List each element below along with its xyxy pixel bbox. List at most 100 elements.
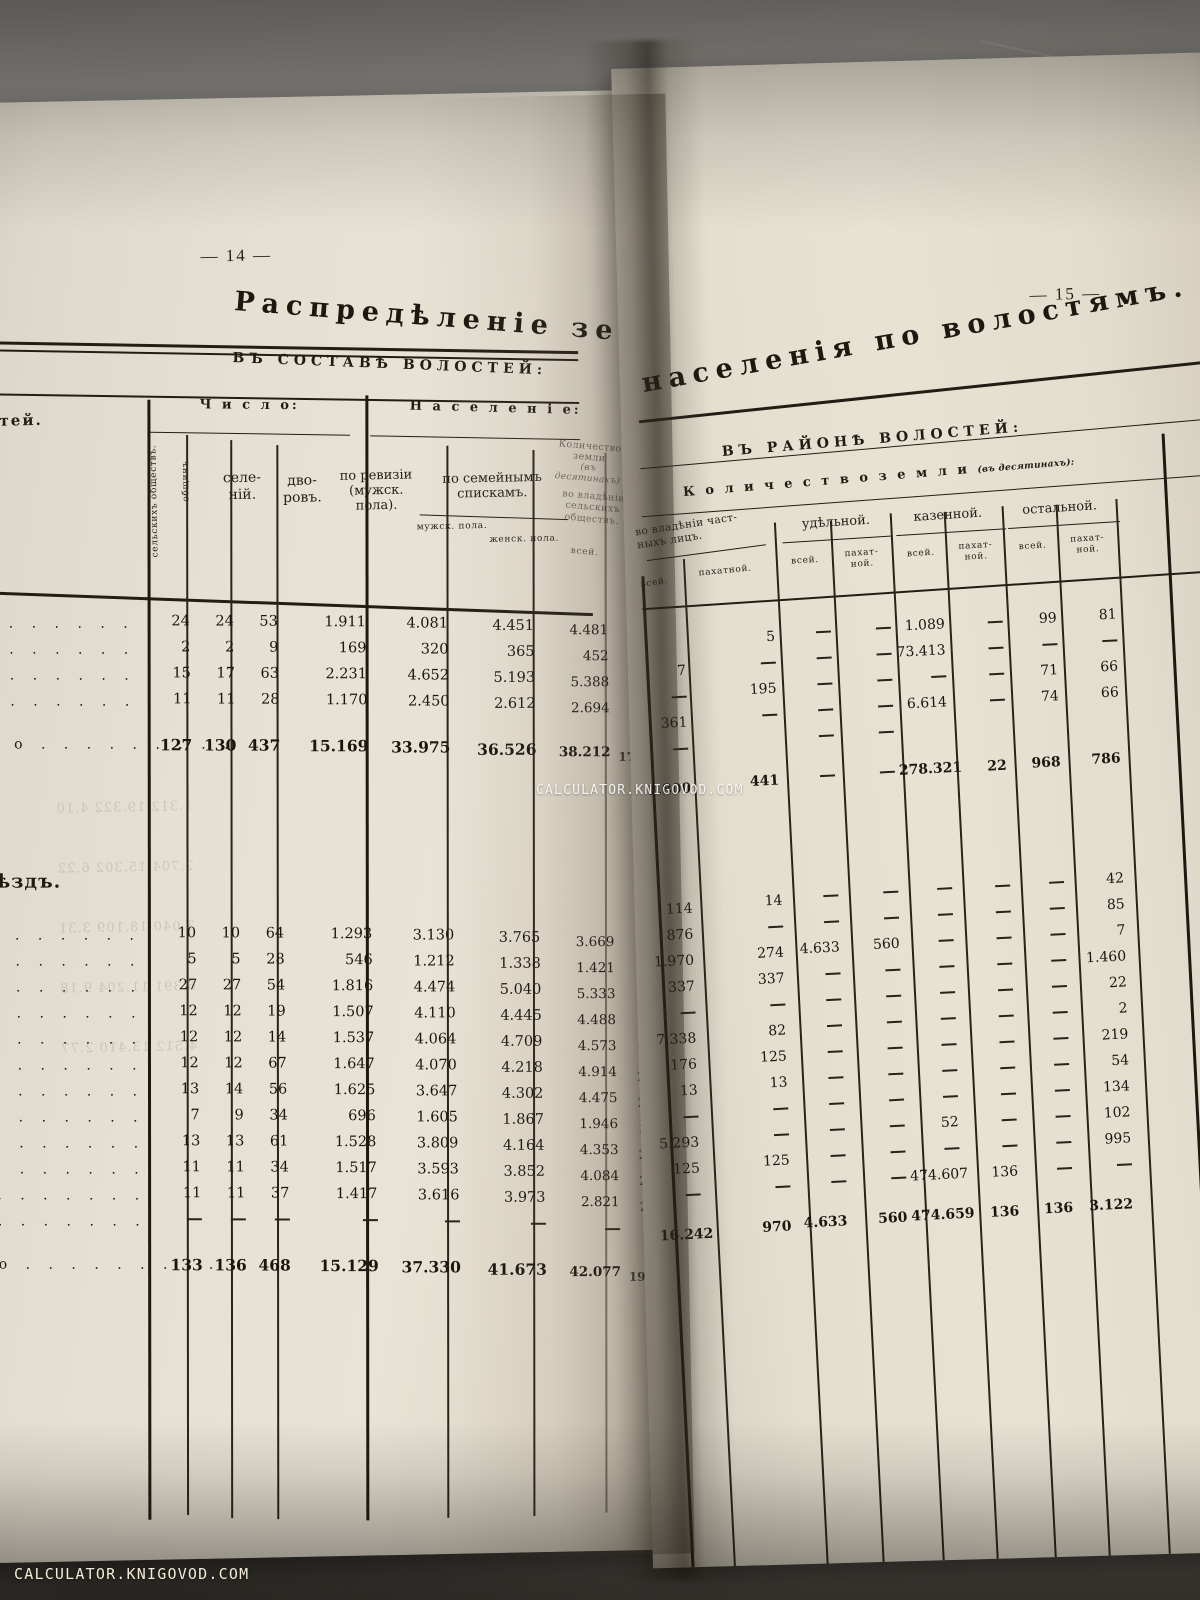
- header-bottom-rule: [0, 591, 593, 617]
- cell-ud_vsej: [784, 727, 835, 746]
- cell-os_vsej: [1019, 1056, 1070, 1075]
- right-book-page: — 15 — населенія по волостямъ. ВЪ РАЙОНѢ…: [611, 51, 1200, 1569]
- empty-dash: [1052, 1011, 1068, 1014]
- kolichestvo-zemli-units: (въ десятинахъ):: [977, 457, 1075, 476]
- cell-obschin: 27: [222, 977, 242, 994]
- row-stub-label: . . . . . . .: [0, 1081, 144, 1099]
- cell-selsk_obsch: 12: [179, 1029, 199, 1046]
- empty-dash: [938, 939, 954, 942]
- cell-muzh_pola: 2.612: [494, 695, 536, 712]
- cell-ud_vsej: [796, 1173, 847, 1192]
- cell-selenij: 9: [269, 639, 279, 656]
- cell-po_revizii: 3.130: [412, 927, 455, 944]
- ownergroup-sub-rule-ost: [1008, 521, 1120, 530]
- empty-dash: [823, 894, 839, 898]
- cell-selenij: 53: [259, 613, 278, 630]
- cell-ud_vsej: [791, 991, 842, 1010]
- empty-dash: [887, 1046, 903, 1050]
- cell-selsk_obsch: 7: [190, 1107, 200, 1124]
- cell-ch_vsej: 337: [667, 978, 696, 996]
- cell-selsk_obsch: 12: [180, 1055, 199, 1072]
- cell-ud_pah: [848, 1040, 903, 1059]
- row-stub-label: . . . . . . .: [0, 1159, 146, 1177]
- empty-dash: [997, 962, 1013, 966]
- cell-selsk_obsch: 133: [170, 1255, 203, 1275]
- cell-os_pah: 219: [1101, 1026, 1129, 1044]
- row-stub-label: . . . . . . .: [0, 925, 141, 943]
- cell-os_pah: 66: [1100, 684, 1120, 702]
- cell-zhensk_pola: 38.212: [558, 744, 611, 761]
- cell-kz_pah: [961, 1007, 1014, 1026]
- cell-ch_vsej: 114: [665, 900, 694, 918]
- cell-selsk_obsch: 11: [182, 1159, 201, 1176]
- cell-kz_vsej: [904, 958, 955, 977]
- cell-os_vsej: [1020, 1082, 1071, 1101]
- cell-selenij: 437: [247, 735, 281, 755]
- cell-po_revizii: 4.070: [415, 1057, 457, 1074]
- cell-ud_pah: [837, 646, 892, 665]
- cell-kz_pah: [958, 878, 1011, 897]
- cell-muzh_pola: 36.526: [477, 739, 537, 759]
- cell-dvorov: 1.647: [333, 1056, 375, 1073]
- cell-selenij: 19: [267, 1003, 286, 1020]
- cell-ch_vsej: [658, 1186, 701, 1204]
- empty-dash: [768, 925, 784, 929]
- watermark-corner: CALCULATOR.KNIGOVOD.COM: [14, 1565, 250, 1583]
- empty-dash: [1049, 907, 1065, 910]
- cell-os_vsej: [1020, 1108, 1071, 1127]
- empty-dash: [989, 672, 1005, 676]
- cell-zhensk_pola: 4.353: [579, 1142, 619, 1159]
- leader-dots: . . . . . . .: [0, 979, 143, 996]
- cell-po_revizii: 37.330: [401, 1257, 461, 1277]
- cell-muzh_pola: [468, 1216, 547, 1232]
- cell-dvorov: 696: [348, 1108, 376, 1125]
- cell-zhensk_pola: 5.388: [570, 674, 610, 691]
- leader-dots: . . . . . . .: [0, 1109, 145, 1126]
- empty-dash: [1051, 959, 1067, 962]
- cell-ch_vsej: [653, 1004, 696, 1022]
- empty-dash: [773, 1107, 789, 1111]
- cell-selenij: 28: [266, 951, 285, 968]
- cell-ch_pah: 125: [762, 1152, 791, 1170]
- empty-dash: [683, 1115, 699, 1119]
- cell-zhensk_pola: 4.084: [580, 1168, 620, 1185]
- cell-po_revizii: [388, 1213, 460, 1229]
- cell-muzh_pola: 365: [506, 643, 535, 660]
- cell-ch_vsej: 7.338: [655, 1030, 697, 1049]
- group-rule-chislo: [150, 431, 351, 436]
- cell-ud_pah: [850, 1118, 905, 1137]
- cell-ud_pah: [850, 1092, 905, 1111]
- cell-ch_vsej: 13: [679, 1082, 699, 1100]
- cell-os_vsej: [1016, 952, 1067, 971]
- cell-ud_pah: [849, 1066, 904, 1085]
- cell-os_pah: 102: [1103, 1104, 1131, 1122]
- cell-kz_vsej: [896, 668, 947, 687]
- cell-obschin: 136: [214, 1255, 247, 1275]
- cell-ud_pah: [844, 884, 899, 903]
- cell-zhensk_pola: 4.488: [577, 1012, 616, 1029]
- leader-dots: . . . . . . .: [0, 1083, 145, 1100]
- row-stub-label: . . . . . . .: [0, 614, 135, 632]
- leader-dots: . . . . . . .: [0, 1135, 146, 1152]
- cell-kz_vsej: [909, 1140, 960, 1159]
- cell-kz_pah: [965, 1137, 1018, 1156]
- cell-ch_pah: [703, 1126, 790, 1146]
- cell-kz_vsej: 1.089: [904, 616, 946, 635]
- empty-dash: [1000, 1066, 1016, 1070]
- leader-dots: . . . . . . .: [0, 1187, 147, 1204]
- cell-selenij: 64: [265, 925, 285, 942]
- cell-po_revizii: 3.809: [416, 1135, 459, 1152]
- row-stub-label: . . . . . . .: [0, 1055, 144, 1073]
- cell-dvorov: 1.293: [330, 926, 373, 943]
- cell-selenij: 67: [268, 1055, 287, 1072]
- empty-dash: [829, 1128, 845, 1132]
- colhead-ostalnoj-pahatnoj: пахат- ной.: [1069, 532, 1105, 556]
- cell-ch_vsej: [644, 689, 687, 707]
- cell-ud_pah: [841, 764, 896, 783]
- cell-ud_pah: 560: [877, 1209, 908, 1227]
- cell-ud_pah: [848, 1014, 903, 1033]
- empty-dash: [1054, 1088, 1070, 1092]
- leader-dots: . . . . . . .: [0, 693, 137, 710]
- left-page-folio: — 14 —: [200, 245, 273, 266]
- cell-zhensk_pola: 4.475: [578, 1090, 618, 1107]
